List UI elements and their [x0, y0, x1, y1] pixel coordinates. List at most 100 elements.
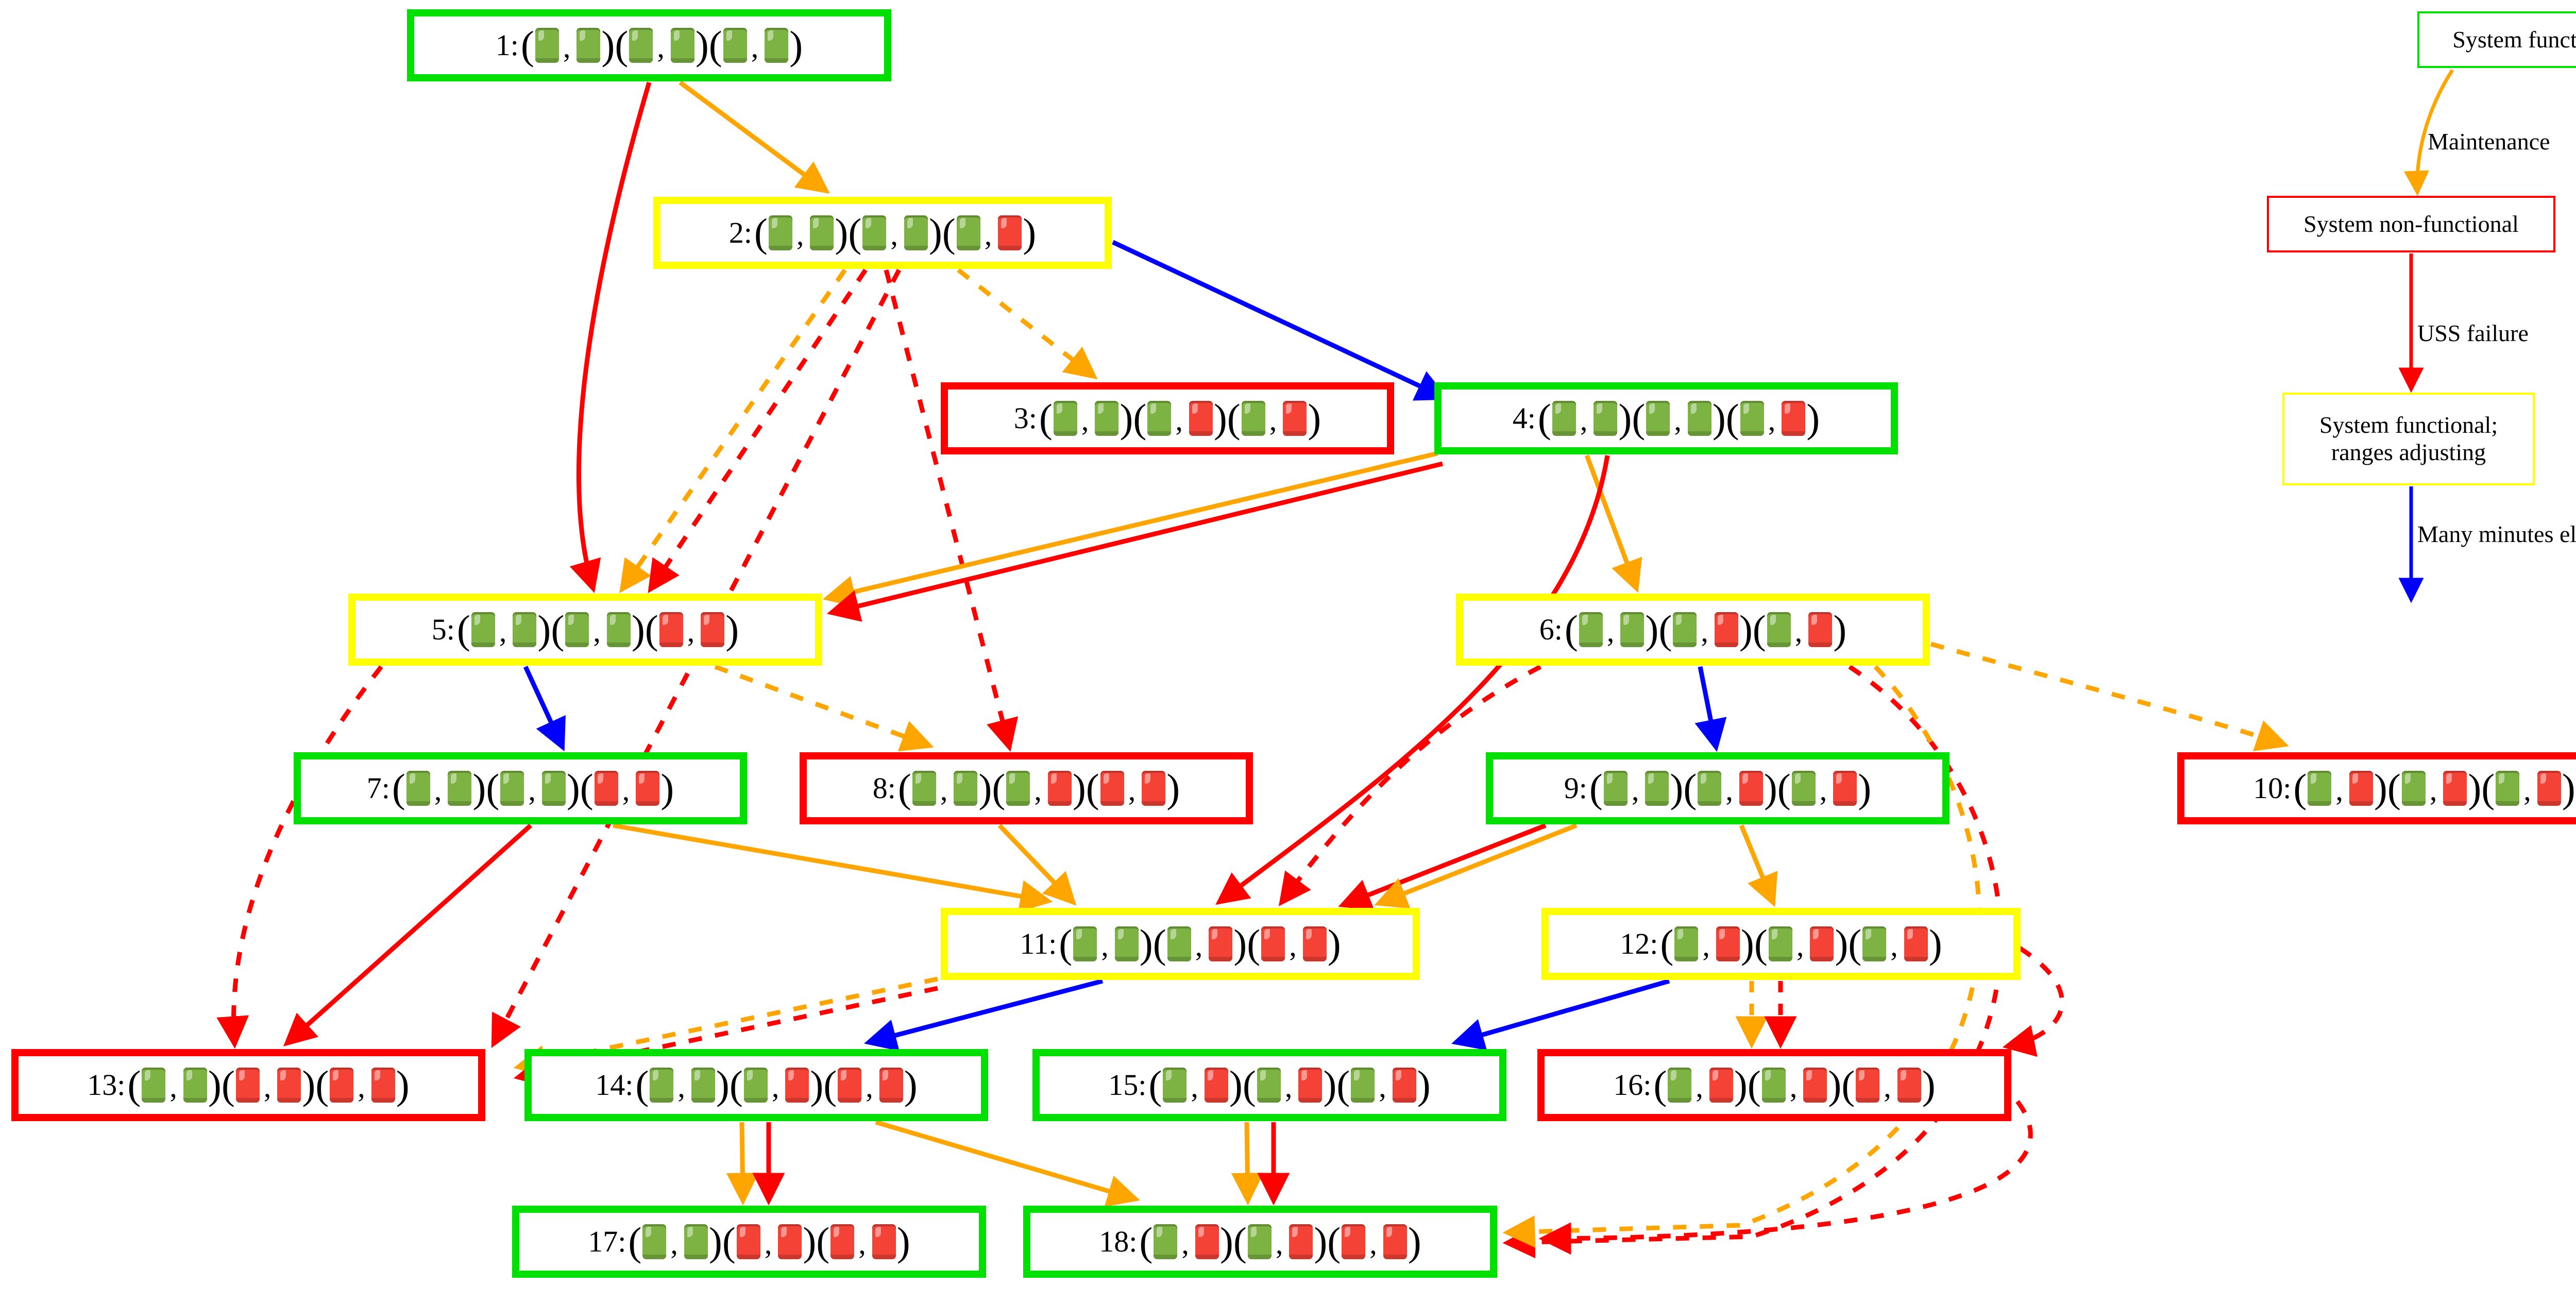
paren-close: )	[1806, 396, 1820, 441]
state-node-2[interactable]: 2:(,)(,)(,)	[653, 197, 1112, 269]
status-chip-green	[1147, 401, 1172, 436]
status-chip-green	[684, 1224, 708, 1259]
state-node-4[interactable]: 4:(,)(,)(,)	[1434, 382, 1898, 454]
pair-comma: ,	[1725, 773, 1733, 807]
state-node-content: 4:(,)(,)(,)	[1505, 398, 1827, 438]
status-chip-red	[1298, 1068, 1323, 1103]
paren-open: (	[1683, 766, 1697, 810]
state-node-1[interactable]: 1:(,)(,)(,)	[407, 9, 891, 81]
paren-open: (	[1589, 766, 1603, 810]
paren-close: )	[1139, 921, 1153, 966]
paren-open: (	[754, 210, 768, 255]
paren-close: )	[1858, 766, 1872, 810]
state-node-content: 7:(,)(,)(,)	[360, 768, 682, 808]
paren-open: (	[1227, 396, 1241, 441]
status-chip-green	[691, 1068, 715, 1103]
status-chip-green	[1673, 612, 1697, 647]
state-node-16[interactable]: 16:(,)(,)(,)	[1537, 1049, 2011, 1121]
paren-open: (	[1039, 396, 1053, 441]
paren-close: )	[1835, 921, 1849, 966]
pair-comma: ,	[434, 773, 442, 807]
paren-open: (	[580, 766, 594, 810]
status-chip-green	[765, 28, 789, 63]
state-node-content: 18:(,)(,)(,)	[1092, 1222, 1429, 1262]
paren-close: )	[1833, 607, 1847, 652]
paren-open: (	[127, 1062, 141, 1107]
pair-comma: ,	[1181, 1227, 1189, 1260]
state-node-label: 15:	[1108, 1068, 1147, 1102]
state-node-content: 11:(,)(,)(,)	[1012, 924, 1348, 964]
paren-close: )	[1233, 921, 1247, 966]
status-chip-green	[956, 215, 980, 250]
status-chip-red	[1289, 1224, 1313, 1259]
paren-close: )	[789, 23, 803, 67]
status-chip-red	[1709, 1068, 1733, 1103]
state-node-15[interactable]: 15:(,)(,)(,)	[1032, 1049, 1506, 1121]
state-node-content: 8:(,)(,)(,)	[866, 768, 1188, 808]
state-node-label: 4:	[1512, 401, 1536, 435]
pair-comma: ,	[1275, 1227, 1283, 1260]
state-node-14[interactable]: 14:(,)(,)(,)	[524, 1049, 988, 1121]
pair-comma: ,	[499, 615, 507, 648]
pair-comma: ,	[796, 218, 804, 251]
status-chip-red	[1810, 926, 1834, 961]
pair-comma: ,	[1702, 929, 1710, 962]
status-chip-green	[1167, 926, 1191, 961]
status-chip-green	[1674, 926, 1699, 961]
status-chip-red	[1204, 1068, 1228, 1103]
state-node-11[interactable]: 11:(,)(,)(,)	[941, 908, 1420, 980]
state-node-18[interactable]: 18:(,)(,)(,)	[1023, 1206, 1497, 1278]
state-node-9[interactable]: 9:(,)(,)(,)	[1486, 752, 1950, 824]
state-node-10[interactable]: 10:(,)(,)(,)	[2177, 752, 2576, 824]
state-node-3[interactable]: 3:(,)(,)(,)	[941, 382, 1394, 454]
state-node-5[interactable]: 5:(,)(,)(,)	[348, 594, 822, 666]
status-chip-red	[636, 771, 660, 806]
status-chip-red	[235, 1068, 260, 1103]
status-chip-green	[629, 28, 653, 63]
pair-comma: ,	[263, 1070, 272, 1104]
state-node-label: 6:	[1539, 613, 1563, 646]
paren-close: )	[1764, 766, 1777, 810]
state-node-17[interactable]: 17:(,)(,)(,)	[512, 1206, 986, 1278]
state-node-content: 15:(,)(,)(,)	[1101, 1065, 1438, 1105]
paren-open: (	[392, 766, 405, 810]
state-node-8[interactable]: 8:(,)(,)(,)	[800, 752, 1253, 824]
paren-open: (	[1233, 1219, 1247, 1264]
paren-close: )	[396, 1062, 410, 1107]
state-node-label: 11:	[1020, 927, 1057, 960]
pair-comma: ,	[1128, 773, 1136, 807]
status-chip-green	[670, 28, 694, 63]
paren-close: )	[835, 210, 849, 255]
paren-open: (	[1153, 921, 1166, 966]
status-chip-green	[606, 612, 631, 647]
paren-open: (	[897, 766, 911, 810]
status-chip-red	[778, 1224, 802, 1259]
state-node-content: 3:(,)(,)(,)	[1007, 398, 1329, 438]
paren-open: (	[628, 1219, 642, 1264]
state-node-6[interactable]: 6:(,)(,)(,)	[1456, 594, 1930, 666]
status-chip-green	[1698, 771, 1722, 806]
pair-comma: ,	[1819, 773, 1827, 807]
status-chip-green	[1006, 771, 1030, 806]
state-node-label: 10:	[2253, 771, 2292, 805]
pair-comma: ,	[622, 773, 630, 807]
status-chip-green	[1351, 1068, 1375, 1103]
state-node-label: 14:	[595, 1068, 634, 1102]
status-chip-red	[330, 1068, 354, 1103]
status-chip-red	[1209, 926, 1233, 961]
pair-comma: ,	[1379, 1070, 1386, 1104]
pair-comma: ,	[1890, 929, 1898, 962]
paren-close: )	[1828, 1062, 1842, 1107]
state-node-12[interactable]: 12:(,)(,)(,)	[1541, 908, 2021, 980]
state-node-label: 16:	[1613, 1068, 1652, 1102]
status-chip-red	[594, 771, 618, 806]
status-chip-red	[2349, 771, 2373, 806]
legend-system-functional: System functional	[2417, 11, 2576, 68]
state-node-label: 9:	[1564, 771, 1587, 805]
status-chip-green	[565, 612, 589, 647]
paren-close: )	[601, 23, 615, 67]
status-chip-green	[513, 612, 537, 647]
state-node-7[interactable]: 7:(,)(,)(,)	[294, 752, 747, 824]
state-node-13[interactable]: 13:(,)(,)(,)	[11, 1049, 485, 1121]
status-chip-green	[1668, 1068, 1692, 1103]
